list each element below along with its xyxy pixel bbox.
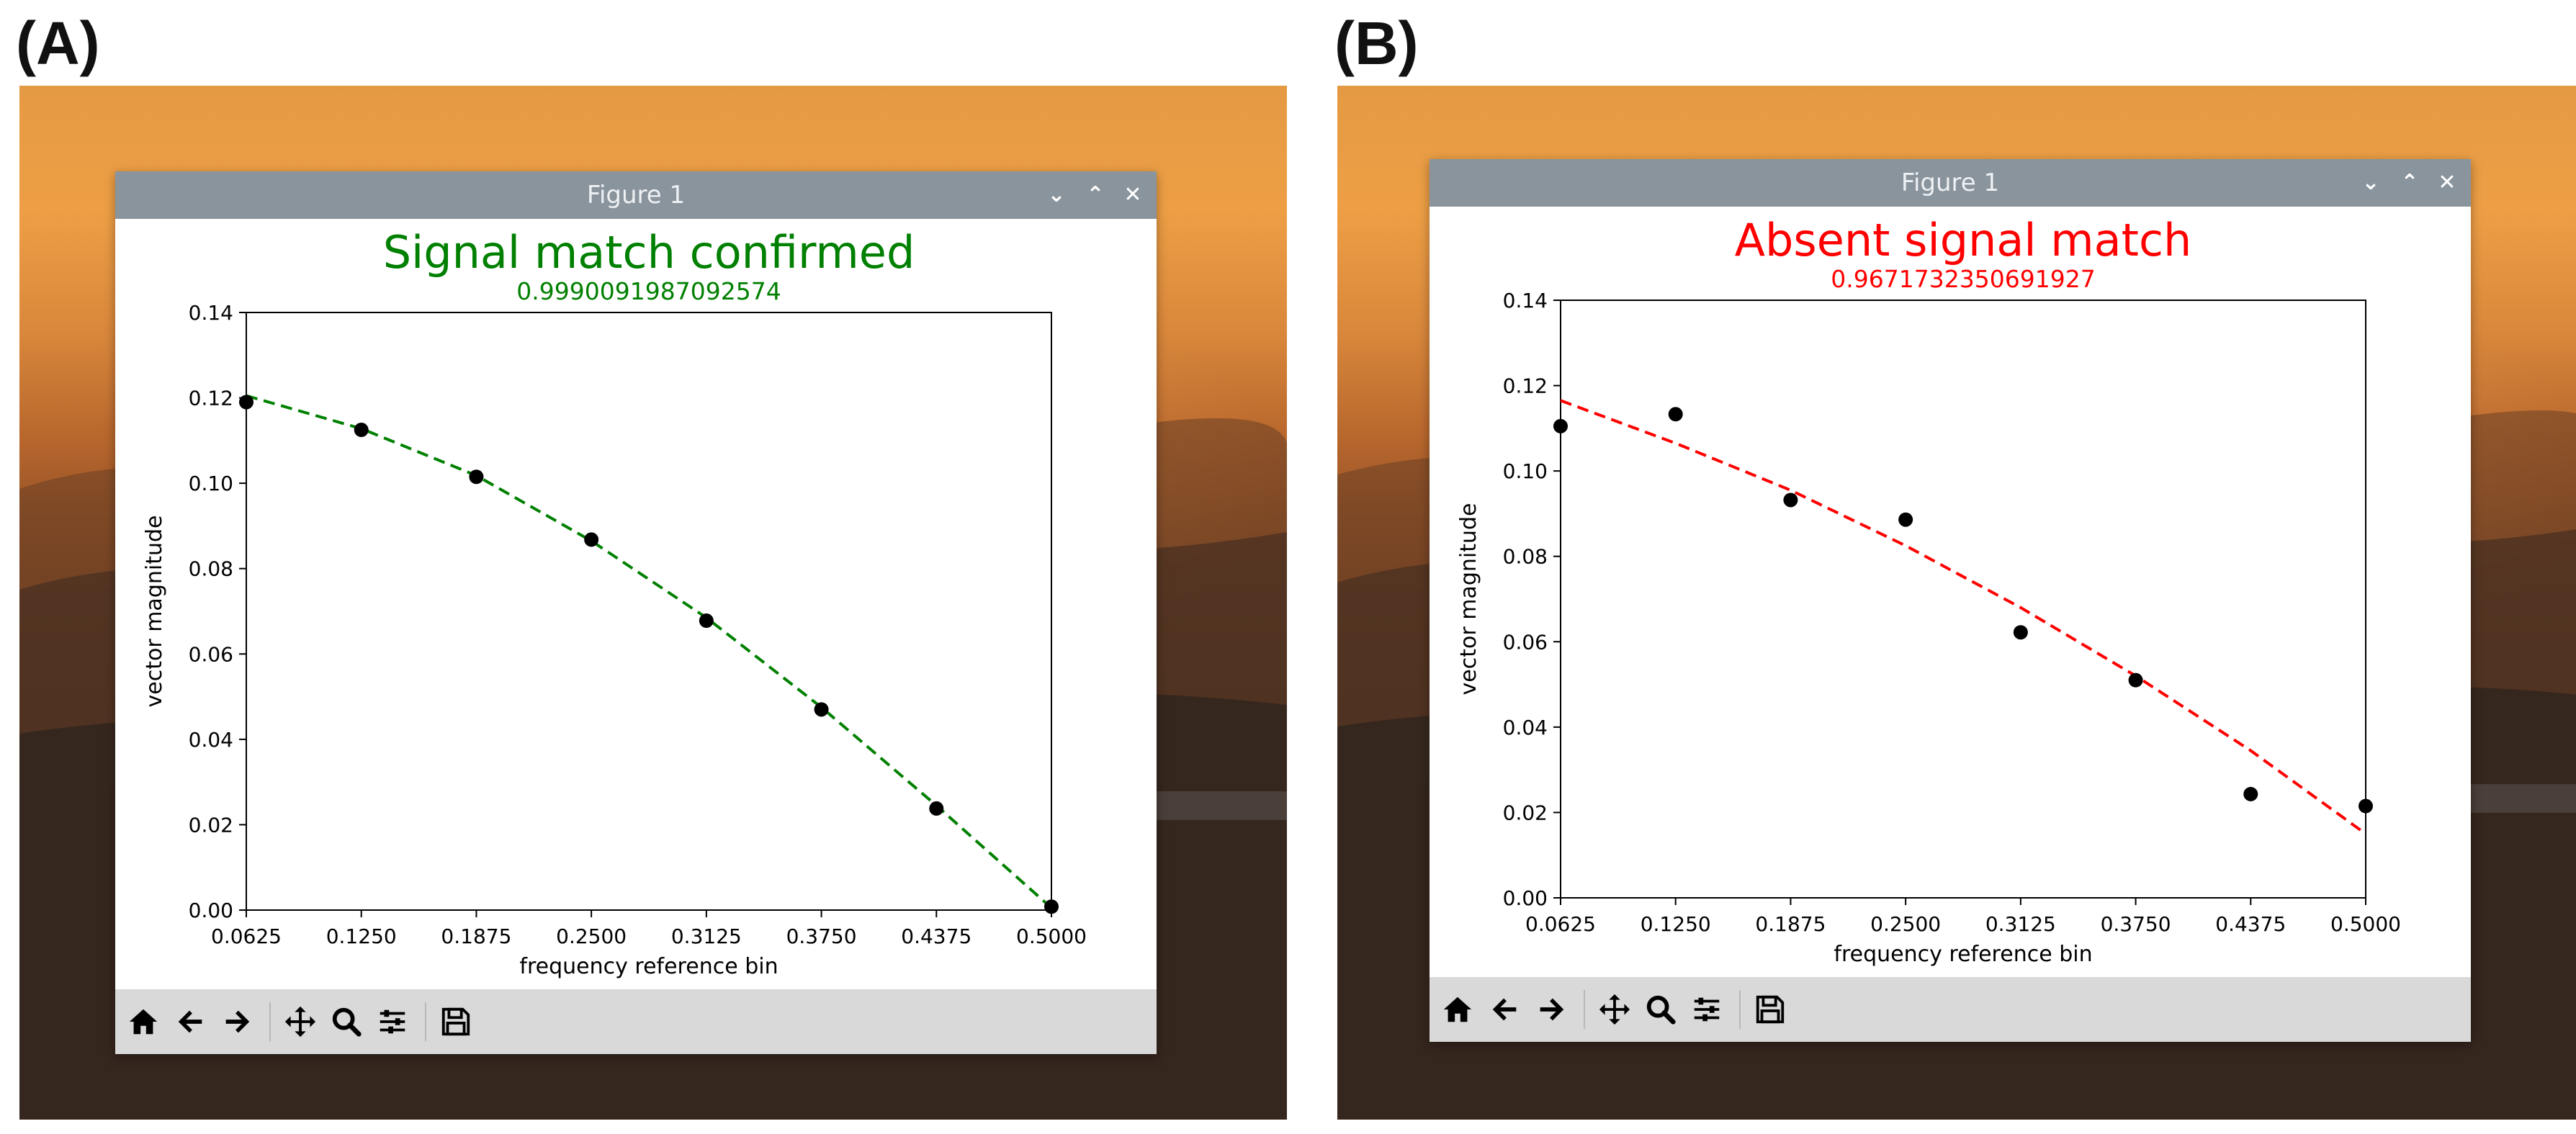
data-point xyxy=(2243,786,2258,801)
figure-window-a: Figure 1 ⌄ ⌃ ✕ Signal match confirmed 0.9… xyxy=(115,171,1157,1054)
data-point xyxy=(814,702,829,717)
minimize-chevron-down-icon[interactable]: ⌄ xyxy=(2361,170,2380,195)
fit-curve xyxy=(246,394,1053,909)
x-axis-label: frequency reference bin xyxy=(519,954,778,979)
fit-curve xyxy=(1560,399,2367,835)
y-tick-label: 0.06 xyxy=(1503,630,1548,654)
y-tick-label: 0.00 xyxy=(189,899,233,922)
y-tick-label: 0.12 xyxy=(1503,374,1548,398)
forward-arrow-icon[interactable] xyxy=(216,1001,258,1043)
figure-window-b: Figure 1 ⌄ ⌃ ✕ Absent signal match 0.9671… xyxy=(1430,159,2471,1042)
x-tick-label: 0.3125 xyxy=(671,924,742,948)
y-tick-label: 0.14 xyxy=(189,301,233,325)
chart-title: Signal match confirmed xyxy=(383,226,915,279)
x-tick-label: 0.1875 xyxy=(1755,912,1826,936)
data-point xyxy=(2128,672,2143,688)
navigation-toolbar xyxy=(115,989,1157,1054)
y-tick-label: 0.10 xyxy=(1503,459,1548,483)
x-tick-label: 0.2500 xyxy=(1870,912,1941,936)
plot-canvas[interactable]: Signal match confirmed 0.9990091987092574… xyxy=(115,219,1157,989)
chart-subtitle: 0.9671732350691927 xyxy=(1831,265,2095,293)
y-tick-label: 0.04 xyxy=(1503,716,1548,739)
y-tick-label: 0.14 xyxy=(1503,289,1548,312)
x-tick-label: 0.5000 xyxy=(1016,924,1087,948)
data-point xyxy=(929,801,944,816)
data-point xyxy=(1044,899,1059,914)
maximize-chevron-up-icon[interactable]: ⌃ xyxy=(1086,182,1105,207)
x-tick-label: 0.4375 xyxy=(2215,912,2286,936)
pan-move-icon[interactable] xyxy=(1594,989,1635,1030)
data-point xyxy=(1553,418,1568,433)
save-floppy-icon[interactable] xyxy=(435,1001,477,1043)
y-tick-label: 0.04 xyxy=(189,728,233,752)
x-axis-label: frequency reference bin xyxy=(1834,942,2092,967)
data-point xyxy=(2013,625,2028,640)
home-icon[interactable] xyxy=(1437,989,1478,1030)
window-title: Figure 1 xyxy=(586,181,686,210)
chart-subtitle: 0.9990091987092574 xyxy=(516,277,781,305)
close-icon[interactable]: ✕ xyxy=(2438,170,2456,195)
x-tick-label: 0.1875 xyxy=(441,924,511,948)
x-tick-label: 0.3750 xyxy=(786,924,857,948)
x-tick-label: 0.4375 xyxy=(901,924,971,948)
x-tick-label: 0.2500 xyxy=(556,924,627,948)
data-point xyxy=(1668,407,1683,422)
save-floppy-icon[interactable] xyxy=(1749,989,1791,1030)
y-axis-label: vector magnitude xyxy=(142,516,167,708)
plot-canvas[interactable]: Absent signal match 0.9671732350691927 0.0… xyxy=(1430,207,2471,977)
plot-frame xyxy=(246,312,1052,911)
panel-label-b: (B) xyxy=(1334,9,1419,77)
data-point xyxy=(239,395,253,410)
x-tick-label: 0.1250 xyxy=(326,924,397,948)
close-icon[interactable]: ✕ xyxy=(1123,182,1142,207)
zoom-magnifier-icon[interactable] xyxy=(326,1001,367,1043)
forward-arrow-icon[interactable] xyxy=(1530,989,1572,1030)
x-tick-label: 0.3750 xyxy=(2101,912,2171,936)
y-tick-label: 0.02 xyxy=(189,813,233,837)
panel-label-a: (A) xyxy=(16,9,100,77)
data-point xyxy=(1783,492,1798,508)
data-point xyxy=(469,469,484,485)
y-tick-label: 0.02 xyxy=(1503,801,1548,824)
y-tick-label: 0.12 xyxy=(189,387,233,410)
data-point xyxy=(584,532,599,547)
minimize-chevron-down-icon[interactable]: ⌄ xyxy=(1047,182,1066,207)
chart-svg: Signal match confirmed0.9990091987092574… xyxy=(142,226,1087,979)
pan-move-icon[interactable] xyxy=(279,1001,321,1043)
home-icon[interactable] xyxy=(122,1001,164,1043)
chart-title: Absent signal match xyxy=(1735,214,2192,266)
window-titlebar[interactable]: Figure 1 ⌄ ⌃ ✕ xyxy=(1430,159,2471,207)
plot-frame xyxy=(1560,300,2366,899)
y-tick-label: 0.10 xyxy=(189,472,233,495)
data-point xyxy=(2359,798,2373,814)
window-title: Figure 1 xyxy=(1900,168,2000,197)
navigation-toolbar xyxy=(1430,977,2471,1042)
x-tick-label: 0.5000 xyxy=(2330,912,2401,936)
data-point xyxy=(1898,512,1913,527)
back-arrow-icon[interactable] xyxy=(1484,989,1526,1030)
data-point xyxy=(699,613,714,629)
window-titlebar[interactable]: Figure 1 ⌄ ⌃ ✕ xyxy=(115,171,1157,219)
x-tick-label: 0.0625 xyxy=(1525,912,1596,936)
maximize-chevron-up-icon[interactable]: ⌃ xyxy=(2400,170,2419,195)
zoom-magnifier-icon[interactable] xyxy=(1640,989,1682,1030)
configure-subplots-icon[interactable] xyxy=(1686,989,1728,1030)
data-point xyxy=(354,423,369,438)
x-tick-label: 0.3125 xyxy=(1985,912,2056,936)
x-tick-label: 0.1250 xyxy=(1641,912,1711,936)
y-tick-label: 0.08 xyxy=(1503,545,1548,569)
back-arrow-icon[interactable] xyxy=(170,1001,212,1043)
y-tick-label: 0.00 xyxy=(1503,886,1548,910)
y-axis-label: vector magnitude xyxy=(1456,503,1481,696)
configure-subplots-icon[interactable] xyxy=(372,1001,413,1043)
y-tick-label: 0.06 xyxy=(189,642,233,666)
y-tick-label: 0.08 xyxy=(189,557,233,581)
x-tick-label: 0.0625 xyxy=(211,924,282,948)
